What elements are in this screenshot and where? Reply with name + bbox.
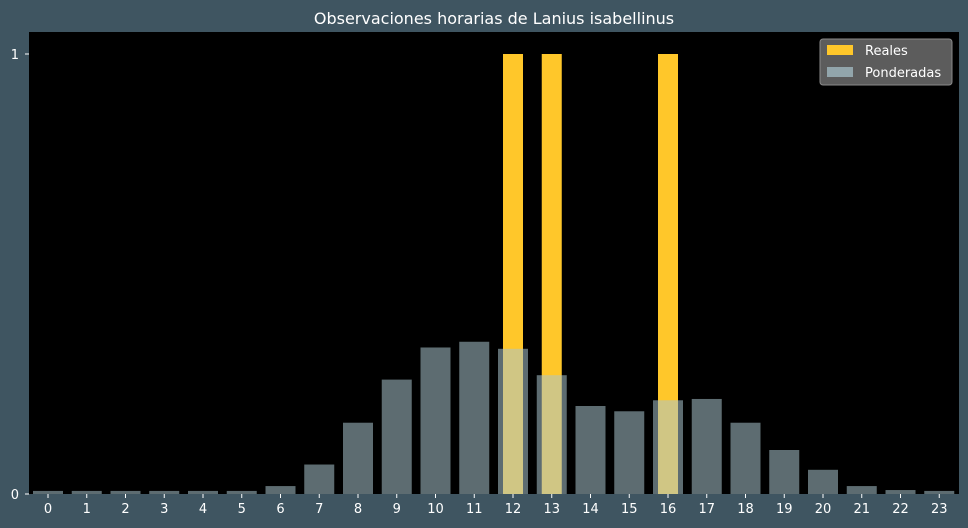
x-tick-label: 17	[698, 502, 715, 517]
legend-swatch-ponderadas	[827, 67, 853, 77]
chart-title: Observaciones horarias de Lanius isabell…	[314, 9, 674, 28]
bar-ponderadas	[885, 490, 916, 494]
bar-ponderadas	[498, 348, 528, 494]
bar-ponderadas	[846, 486, 877, 494]
bar-ponderadas	[459, 341, 490, 494]
x-tick-label: 18	[737, 502, 754, 517]
x-tick-label: 19	[776, 502, 793, 517]
x-tick-label: 15	[621, 502, 638, 517]
bar-ponderadas	[110, 490, 141, 494]
x-tick-label: 16	[660, 502, 677, 517]
bar-ponderadas	[769, 450, 800, 494]
legend-label-reales: Reales	[865, 44, 908, 59]
bar-ponderadas	[691, 398, 722, 494]
bar-ponderadas	[536, 375, 567, 494]
x-tick-label: 20	[815, 502, 832, 517]
bar-ponderadas	[265, 486, 296, 494]
x-tick-label: 21	[853, 502, 870, 517]
plot-area	[29, 32, 959, 494]
bar-ponderadas	[71, 490, 102, 494]
x-tick-label: 3	[160, 502, 168, 517]
x-tick-label: 7	[315, 502, 323, 517]
bar-ponderadas	[304, 464, 335, 494]
bar-ponderadas	[33, 490, 63, 494]
bar-ponderadas	[381, 379, 412, 494]
x-tick-label: 11	[466, 502, 483, 517]
bar-ponderadas	[226, 490, 257, 494]
bar-ponderadas	[808, 469, 838, 494]
bar-ponderadas	[343, 422, 373, 494]
bar-reales	[658, 54, 678, 494]
x-tick-label: 4	[199, 502, 207, 517]
y-axis: 01	[11, 48, 29, 503]
x-tick-label: 14	[582, 502, 599, 517]
ponderadas-bars	[33, 341, 955, 494]
legend-swatch-reales	[827, 45, 853, 55]
x-tick-label: 22	[892, 502, 909, 517]
x-tick-label: 1	[83, 502, 91, 517]
bar-ponderadas	[188, 490, 218, 494]
x-tick-label: 2	[121, 502, 129, 517]
x-tick-label: 12	[505, 502, 522, 517]
x-tick-label: 5	[238, 502, 246, 517]
bar-ponderadas	[420, 347, 451, 494]
bar-ponderadas	[924, 490, 955, 494]
y-tick-label: 1	[11, 48, 19, 63]
bar-ponderadas	[149, 490, 180, 494]
bar-ponderadas	[575, 406, 606, 494]
bar-ponderadas	[730, 422, 761, 494]
legend: Reales Ponderadas	[819, 38, 953, 86]
x-tick-label: 0	[44, 502, 52, 517]
x-tick-label: 23	[931, 502, 948, 517]
x-tick-label: 10	[427, 502, 444, 517]
y-tick-label: 0	[11, 488, 19, 503]
x-tick-label: 6	[276, 502, 284, 517]
legend-label-ponderadas: Ponderadas	[865, 66, 941, 81]
bar-ponderadas	[614, 411, 645, 494]
x-tick-label: 9	[393, 502, 401, 517]
x-tick-label: 8	[354, 502, 362, 517]
x-tick-label: 13	[543, 502, 560, 517]
bar-ponderadas	[653, 400, 683, 494]
x-axis: 0 1 2 3 4 5 6 7 8 9 10 11 12 13 14 15 16 17 18 19 20 21 22 23	[44, 494, 948, 517]
